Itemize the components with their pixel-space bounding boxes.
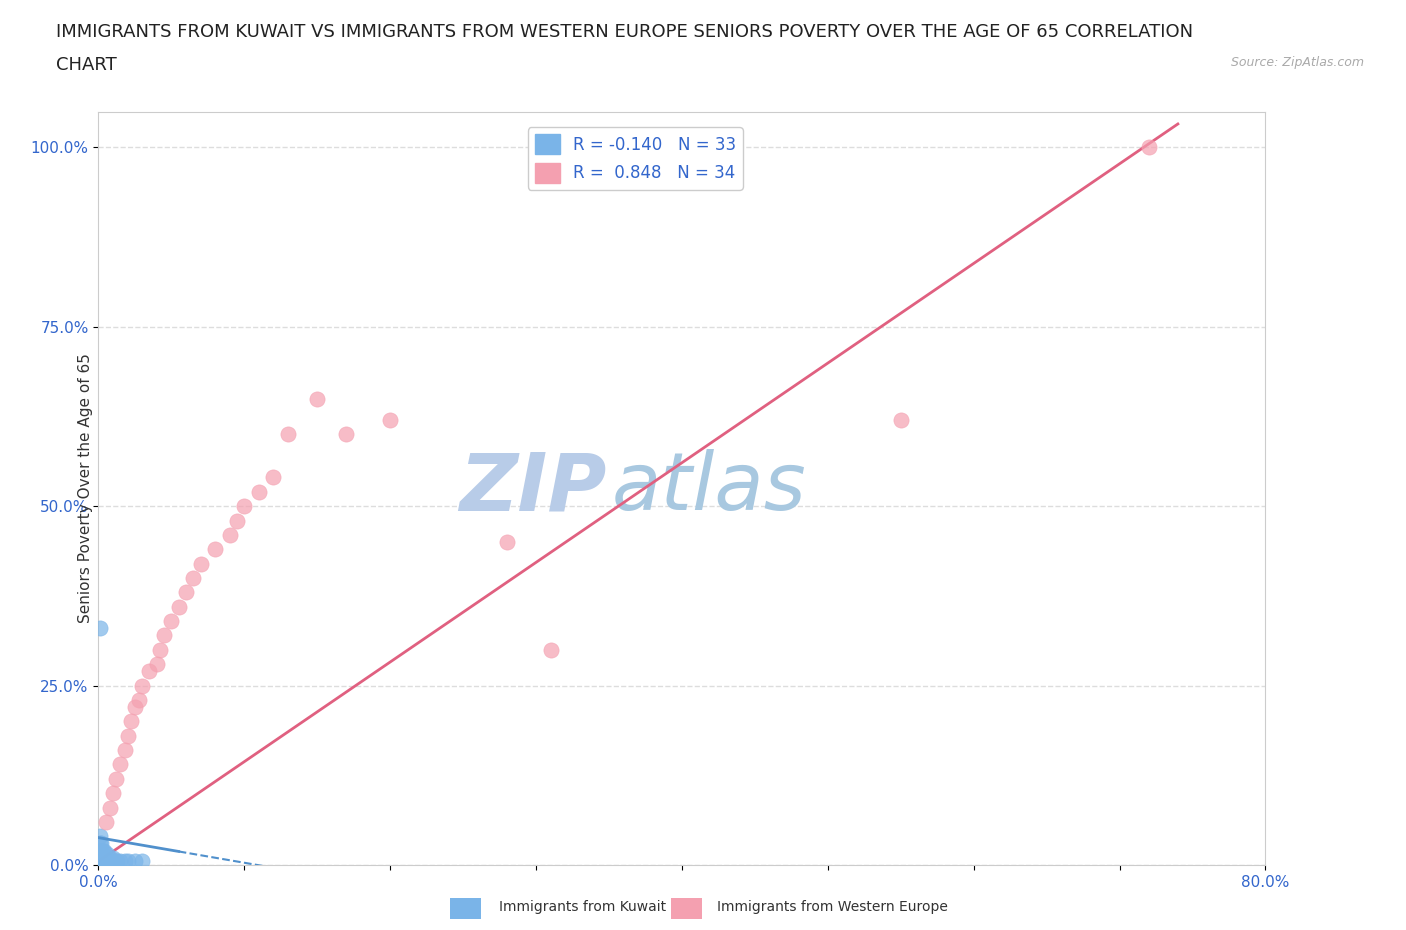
Point: [93, 854, 115, 869]
Point: [131, 854, 153, 869]
Point: [89, 620, 111, 635]
Point: [335, 427, 357, 442]
Point: [94, 815, 117, 830]
Point: [100, 854, 122, 869]
Point: [117, 854, 139, 869]
Point: [98, 850, 121, 865]
Point: [160, 614, 183, 629]
Point: [110, 757, 132, 772]
Text: CHART: CHART: [56, 56, 117, 73]
Point: [90, 844, 112, 858]
Point: [110, 854, 132, 869]
Point: [101, 850, 124, 865]
Point: [89, 854, 111, 869]
Point: [262, 470, 284, 485]
Point: [89, 836, 111, 851]
Point: [98, 800, 121, 815]
Point: [167, 599, 190, 614]
Point: [114, 854, 136, 869]
Point: [114, 743, 136, 758]
Text: atlas: atlas: [612, 449, 807, 527]
Point: [96, 846, 118, 861]
Point: [181, 570, 204, 585]
Point: [153, 628, 176, 643]
Point: [97, 854, 120, 869]
Point: [128, 693, 150, 708]
Point: [146, 657, 169, 671]
Point: [101, 786, 124, 801]
Point: [496, 535, 519, 550]
Point: [540, 643, 562, 658]
Point: [89, 829, 111, 844]
Point: [131, 678, 153, 693]
Point: [380, 413, 402, 428]
Point: [93, 844, 115, 858]
Point: [91, 854, 114, 869]
Point: [117, 728, 139, 743]
Point: [149, 643, 172, 658]
Point: [94, 854, 117, 869]
Text: Source: ZipAtlas.com: Source: ZipAtlas.com: [1230, 56, 1364, 69]
Point: [90, 846, 112, 861]
Point: [124, 854, 146, 869]
Point: [890, 413, 912, 428]
Point: [124, 699, 146, 714]
Point: [94, 850, 117, 865]
Point: [174, 585, 197, 600]
Point: [226, 513, 249, 528]
Point: [138, 664, 160, 679]
Point: [105, 854, 128, 869]
Point: [93, 850, 115, 865]
Point: [307, 392, 329, 406]
Point: [89, 844, 111, 858]
Point: [91, 850, 114, 865]
Point: [218, 527, 240, 542]
Point: [233, 498, 256, 513]
Point: [104, 854, 127, 869]
Point: [90, 854, 112, 869]
Point: [91, 844, 114, 858]
Point: [247, 485, 270, 499]
Text: Immigrants from Kuwait: Immigrants from Kuwait: [499, 899, 666, 914]
Point: [90, 836, 112, 851]
Point: [277, 427, 299, 442]
Point: [96, 854, 118, 869]
Y-axis label: Seniors Poverty Over the Age of 65: Seniors Poverty Over the Age of 65: [77, 353, 93, 623]
Point: [204, 542, 226, 557]
Point: [104, 771, 127, 786]
Point: [90, 850, 112, 865]
Point: [1137, 140, 1160, 155]
Point: [89, 850, 111, 865]
Point: [89, 846, 111, 861]
Point: [190, 556, 212, 571]
Point: [120, 714, 142, 729]
Text: IMMIGRANTS FROM KUWAIT VS IMMIGRANTS FROM WESTERN EUROPE SENIORS POVERTY OVER TH: IMMIGRANTS FROM KUWAIT VS IMMIGRANTS FRO…: [56, 23, 1194, 41]
Text: Immigrants from Western Europe: Immigrants from Western Europe: [717, 899, 948, 914]
Legend: R = -0.140   N = 33, R =  0.848   N = 34: R = -0.140 N = 33, R = 0.848 N = 34: [527, 127, 742, 190]
Text: ZIP: ZIP: [458, 449, 606, 527]
